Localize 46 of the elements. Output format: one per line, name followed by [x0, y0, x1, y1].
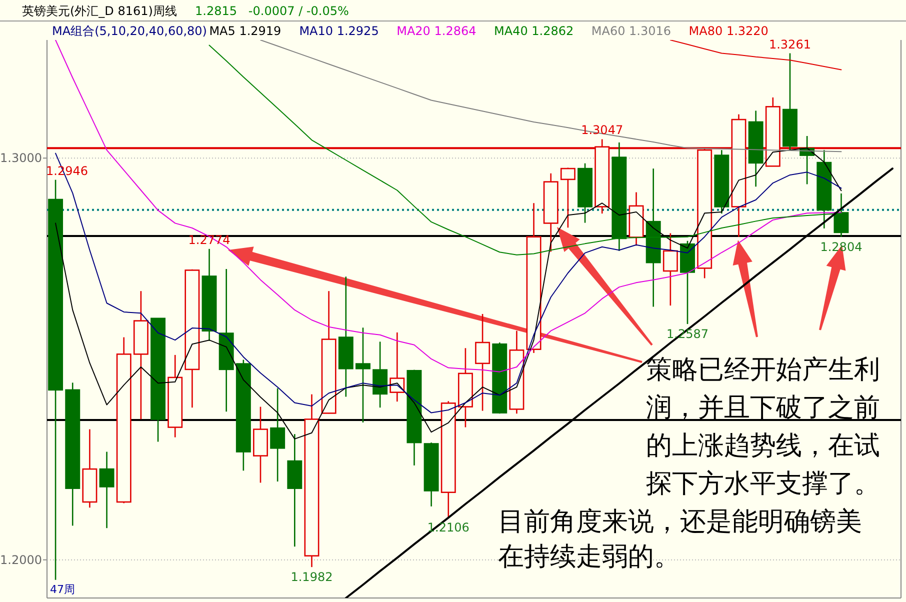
candlestick: [218, 268, 234, 412]
annotation: 1.1982: [290, 570, 333, 584]
y-tick-label: 1.2000: [0, 552, 42, 567]
y-tick-label: 1.3000: [0, 151, 42, 166]
annotation: 1.3261: [768, 37, 811, 52]
candlestick: [48, 179, 64, 581]
text: MA20 1.2864: [396, 24, 476, 38]
candlestick: [526, 202, 542, 354]
line-series: [670, 40, 842, 70]
annotation: 47周: [50, 583, 75, 596]
legend-title: MA组合(5,10,20,40,60,80): [52, 24, 207, 38]
chart-subtitle: 1.2815 -0.0007 / -0.05%: [195, 4, 349, 18]
candlestick: [834, 192, 849, 238]
annotation: 目前角度来说，还是能明确镑美在持续走弱的。: [498, 507, 862, 572]
candlestick: [202, 248, 217, 342]
chart-title: 英镑美元(外汇_D 8161)周线: [22, 4, 177, 18]
candlestick: [816, 149, 832, 230]
text: MA40 1.2862: [494, 24, 574, 38]
candlestick: [168, 354, 183, 438]
text: MA10 1.2925: [299, 24, 379, 38]
candlestick: [270, 388, 286, 482]
candlestick: [646, 168, 661, 308]
candlestick: [133, 290, 148, 420]
annotation: 1.2804: [820, 240, 862, 254]
candlestick: [372, 341, 388, 408]
candlestick: [99, 451, 114, 529]
candlestick: [543, 172, 558, 252]
text: MA5 1.2919: [209, 24, 282, 38]
candlestick: [509, 330, 524, 414]
series-label: MA80 1.3220: [688, 24, 768, 38]
candlestick: [338, 276, 354, 398]
candlestick: [458, 347, 473, 428]
candlestick: [253, 406, 268, 484]
candlestick: [612, 142, 627, 252]
annotation: 1.3047: [581, 123, 624, 138]
candlestick: [304, 394, 320, 568]
candlestick: [287, 433, 302, 548]
candlestick: [440, 400, 456, 518]
candlestick: [82, 428, 98, 508]
candlestick: [356, 326, 370, 424]
text: MA60 1.3016: [591, 24, 672, 38]
candlestick: [662, 232, 678, 306]
candlestick: [475, 313, 490, 412]
candlestick: [65, 382, 80, 526]
annotation: 策略已经开始产生利润，并且下破了之前的上涨趋势线，在试探下方水平支撑了。: [646, 355, 880, 499]
candlestick: [748, 110, 764, 188]
